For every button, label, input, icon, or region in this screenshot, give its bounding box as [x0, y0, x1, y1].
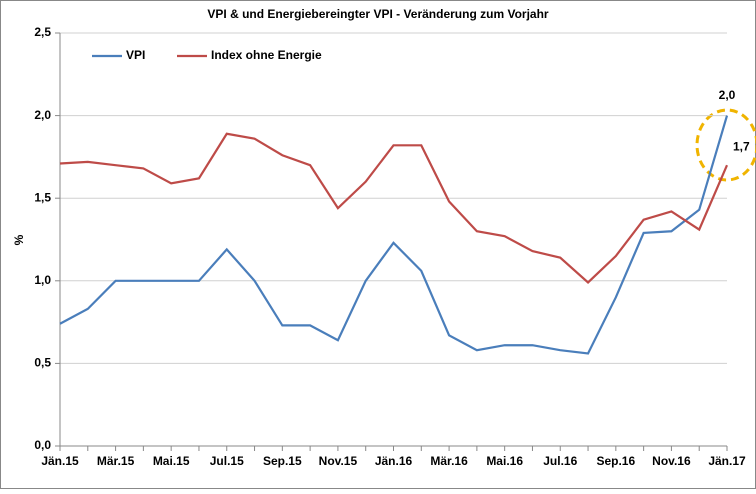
data-label: 1,7: [733, 139, 750, 153]
x-tick-label: Sep.16: [596, 454, 635, 468]
y-tick-label: 0,5: [34, 356, 51, 370]
x-tick-label: Jul.16: [543, 454, 577, 468]
legend-label: VPI: [126, 48, 145, 62]
y-axis-title: %: [12, 234, 26, 245]
x-tick-label: Mai.15: [153, 454, 190, 468]
x-tick-label: Jän.17: [708, 454, 746, 468]
x-tick-label: Mär.15: [97, 454, 135, 468]
x-tick-label: Mär.16: [430, 454, 468, 468]
x-tick-label: Mai.16: [486, 454, 523, 468]
y-tick-label: 2,5: [34, 25, 51, 39]
series-line: [59, 132, 729, 284]
series-line: [59, 115, 729, 355]
y-tick-label: 2,0: [34, 108, 51, 122]
y-tick-label: 1,0: [34, 273, 51, 287]
data-label: 2,0: [719, 88, 736, 102]
y-tick-label: 1,5: [34, 190, 51, 204]
x-tick-label: Nov.16: [652, 454, 691, 468]
x-tick-label: Jän.16: [375, 454, 413, 468]
x-tick-label: Jän.15: [41, 454, 79, 468]
legend-label: Index ohne Energie: [211, 48, 322, 62]
chart-title: VPI & und Energiebereingter VPI - Veränd…: [207, 7, 549, 21]
x-tick-label: Nov.15: [319, 454, 358, 468]
x-tick-label: Jul.15: [210, 454, 244, 468]
y-tick-label: 0,0: [34, 438, 51, 452]
x-tick-label: Sep.15: [263, 454, 302, 468]
